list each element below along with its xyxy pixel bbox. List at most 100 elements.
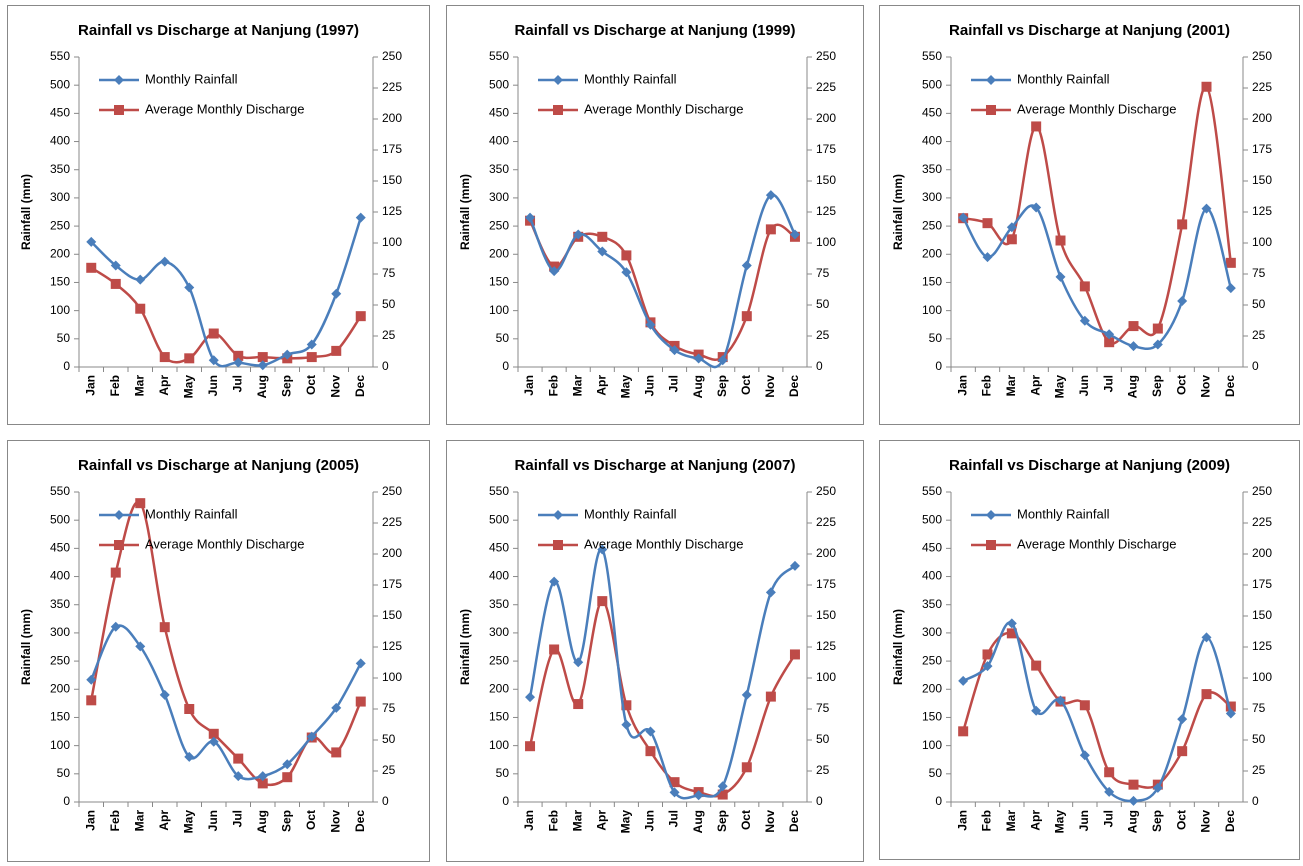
y-tick-label: 400: [922, 134, 942, 148]
y2-tick-label: 100: [1252, 235, 1272, 249]
data-point: [233, 350, 244, 361]
x-tick-label: Feb: [546, 810, 560, 831]
y-tick-label: 500: [50, 77, 70, 91]
panel-border: [879, 5, 1300, 425]
data-point: [982, 661, 993, 672]
y2-tick-label: 25: [382, 328, 396, 342]
data-point: [765, 691, 776, 702]
data-point: [355, 696, 366, 707]
x-tick-label: Apr: [157, 375, 171, 396]
x-tick-label: Jan: [83, 375, 97, 396]
x-tick-label: Apr: [594, 375, 608, 396]
y2-tick-label: 75: [1252, 266, 1266, 280]
x-tick-label: Nov: [763, 810, 777, 833]
data-point: [110, 278, 121, 289]
x-tick-label: Apr: [1028, 810, 1042, 831]
chart-panel: Rainfall vs Discharge at Nanjung (1999) R…: [446, 5, 864, 425]
data-point: [621, 267, 632, 278]
data-point: [208, 328, 219, 339]
x-tick-label: May: [181, 810, 195, 834]
data-point: [765, 224, 776, 235]
y2-tick-label: 75: [816, 701, 830, 715]
data-point: [1177, 296, 1188, 307]
data-point: [958, 726, 969, 737]
y2-tick-label: 125: [1252, 639, 1272, 653]
y2-tick-label: 125: [382, 204, 402, 218]
data-point: [1225, 701, 1236, 712]
y2-tick-label: 25: [816, 328, 830, 342]
y2-tick-label: 100: [816, 235, 836, 249]
y-tick-label: 350: [922, 597, 942, 611]
x-tick-label: Dec: [353, 375, 367, 397]
y-tick-label: 50: [496, 766, 510, 780]
x-tick-label: Jul: [1101, 810, 1115, 827]
y2-tick-label: 25: [816, 763, 830, 777]
data-point: [1104, 786, 1115, 797]
y-tick-label: 300: [50, 625, 70, 639]
series-line: [961, 631, 1232, 789]
y-tick-label: 400: [489, 134, 509, 148]
legend-marker: [986, 510, 996, 520]
data-point: [645, 726, 656, 737]
x-tick-label: Jul: [230, 375, 244, 392]
legend-label: Average Monthly Discharge: [145, 536, 304, 551]
y2-tick-label: 175: [1252, 577, 1272, 591]
y2-tick-label: 100: [816, 670, 836, 684]
data-point: [789, 649, 800, 660]
legend-label: Monthly Rainfall: [584, 71, 677, 86]
y-tick-label: 500: [922, 512, 942, 526]
data-point: [789, 229, 800, 240]
y-tick-label: 100: [50, 303, 70, 317]
chart-panel: Rainfall vs Discharge at Nanjung (2001) R…: [879, 5, 1300, 425]
x-tick-label: Dec: [353, 810, 367, 832]
x-tick-label: Jun: [206, 810, 220, 831]
y2-tick-label: 25: [1252, 763, 1266, 777]
y2-tick-label: 250: [1252, 49, 1272, 63]
y-tick-label: 300: [50, 190, 70, 204]
x-tick-label: Dec: [1223, 810, 1237, 832]
x-tick-label: Jul: [667, 375, 681, 392]
y-tick-label: 0: [935, 359, 942, 373]
legend-marker: [986, 75, 996, 85]
data-point: [159, 256, 170, 267]
data-point: [135, 303, 146, 314]
data-point: [741, 311, 752, 322]
data-point: [1031, 660, 1042, 671]
y-tick-label: 50: [929, 766, 943, 780]
chart-panel: Rainfall vs Discharge at Nanjung (2009) R…: [879, 440, 1300, 860]
y-tick-label: 550: [489, 49, 509, 63]
x-tick-label: Jun: [206, 375, 220, 396]
data-point: [306, 339, 317, 350]
data-point: [1225, 283, 1236, 294]
y2-tick-label: 175: [382, 142, 402, 156]
x-tick-label: Nov: [328, 375, 342, 398]
data-point: [1055, 695, 1066, 706]
data-point: [1201, 81, 1212, 92]
y2-tick-label: 200: [1252, 546, 1272, 560]
y2-tick-label: 175: [1252, 142, 1272, 156]
data-point: [1079, 315, 1090, 326]
legend-marker: [553, 510, 563, 520]
legend-label: Monthly Rainfall: [145, 71, 238, 86]
data-point: [331, 288, 342, 299]
y2-tick-label: 225: [1252, 80, 1272, 94]
y2-tick-label: 150: [1252, 173, 1272, 187]
y-tick-label: 550: [50, 49, 70, 63]
legend-marker: [114, 540, 124, 550]
y-tick-label: 50: [57, 331, 71, 345]
data-point: [355, 311, 366, 322]
data-point: [110, 567, 121, 578]
x-tick-label: Jan: [955, 810, 969, 831]
y-tick-label: 400: [489, 569, 509, 583]
x-tick-label: Aug: [691, 810, 705, 833]
data-point: [669, 777, 680, 788]
data-point: [1031, 202, 1042, 213]
data-point: [1201, 203, 1212, 214]
y-tick-label: 0: [63, 794, 70, 808]
y-tick-label: 100: [489, 738, 509, 752]
x-tick-label: May: [181, 375, 195, 399]
x-tick-label: Nov: [1199, 810, 1213, 833]
y-tick-label: 500: [489, 77, 509, 91]
x-tick-label: Apr: [157, 810, 171, 831]
data-point: [982, 252, 993, 263]
